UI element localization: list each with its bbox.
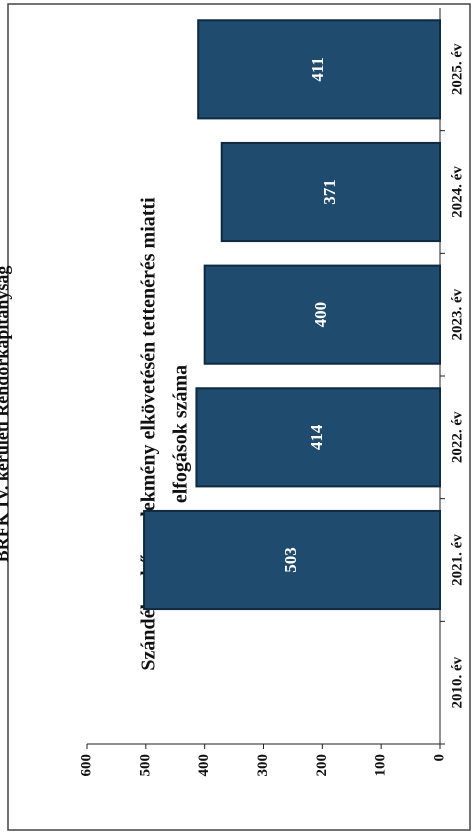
frame: [7, 3, 471, 831]
bar: [143, 509, 441, 611]
value-label: 371: [320, 179, 339, 205]
y-tick-label: 100: [373, 754, 389, 777]
value-label: 411: [308, 57, 327, 82]
x-tick-label: 2025. év: [449, 43, 465, 95]
value-label: 414: [307, 424, 326, 450]
chart-subtitle: elfogások száma: [170, 365, 192, 503]
rotated-chart: BRFK IV. kerületi Rendőrkapitányság Szán…: [0, 8, 465, 777]
value-label: 400: [311, 302, 330, 328]
x-tick-label: 2022. év: [449, 411, 465, 463]
header: BRFK IV. kerületi Rendőrkapitányság: [0, 266, 12, 563]
y-tick-label: 300: [255, 754, 271, 777]
value-label: 503: [281, 547, 300, 573]
y-tick-label: 500: [137, 754, 153, 777]
y-tick-label: 400: [196, 754, 212, 777]
x-tick-label: 2024. év: [449, 166, 465, 218]
x-tick-label: 2023. év: [449, 288, 465, 340]
x-tick-label: 2021. év: [449, 534, 465, 586]
bar: [197, 19, 441, 120]
y-tick-label: 0: [431, 754, 447, 762]
bar: [220, 141, 441, 243]
x-tick-label: 2010. év: [449, 656, 465, 708]
y-tick-label: 200: [314, 754, 330, 777]
bar: [195, 387, 441, 488]
y-tick-label: 600: [78, 754, 94, 777]
bar: [203, 264, 441, 365]
